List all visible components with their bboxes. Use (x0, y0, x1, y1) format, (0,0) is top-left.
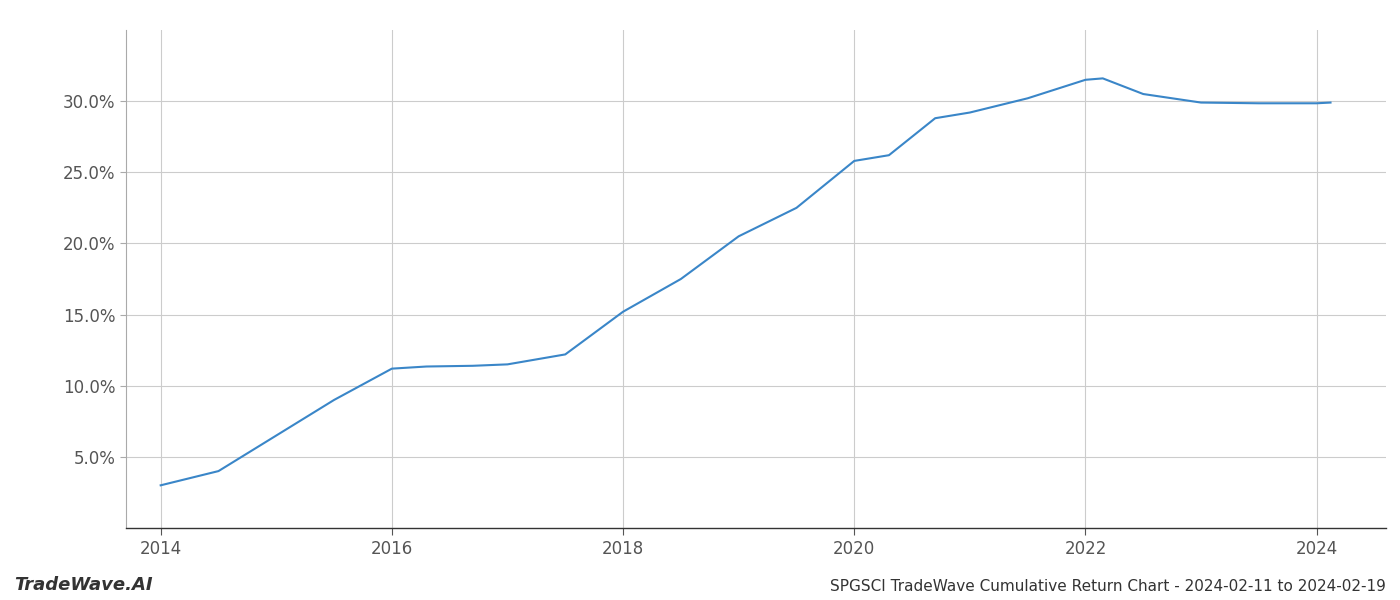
Text: SPGSCI TradeWave Cumulative Return Chart - 2024-02-11 to 2024-02-19: SPGSCI TradeWave Cumulative Return Chart… (830, 579, 1386, 594)
Text: TradeWave.AI: TradeWave.AI (14, 576, 153, 594)
